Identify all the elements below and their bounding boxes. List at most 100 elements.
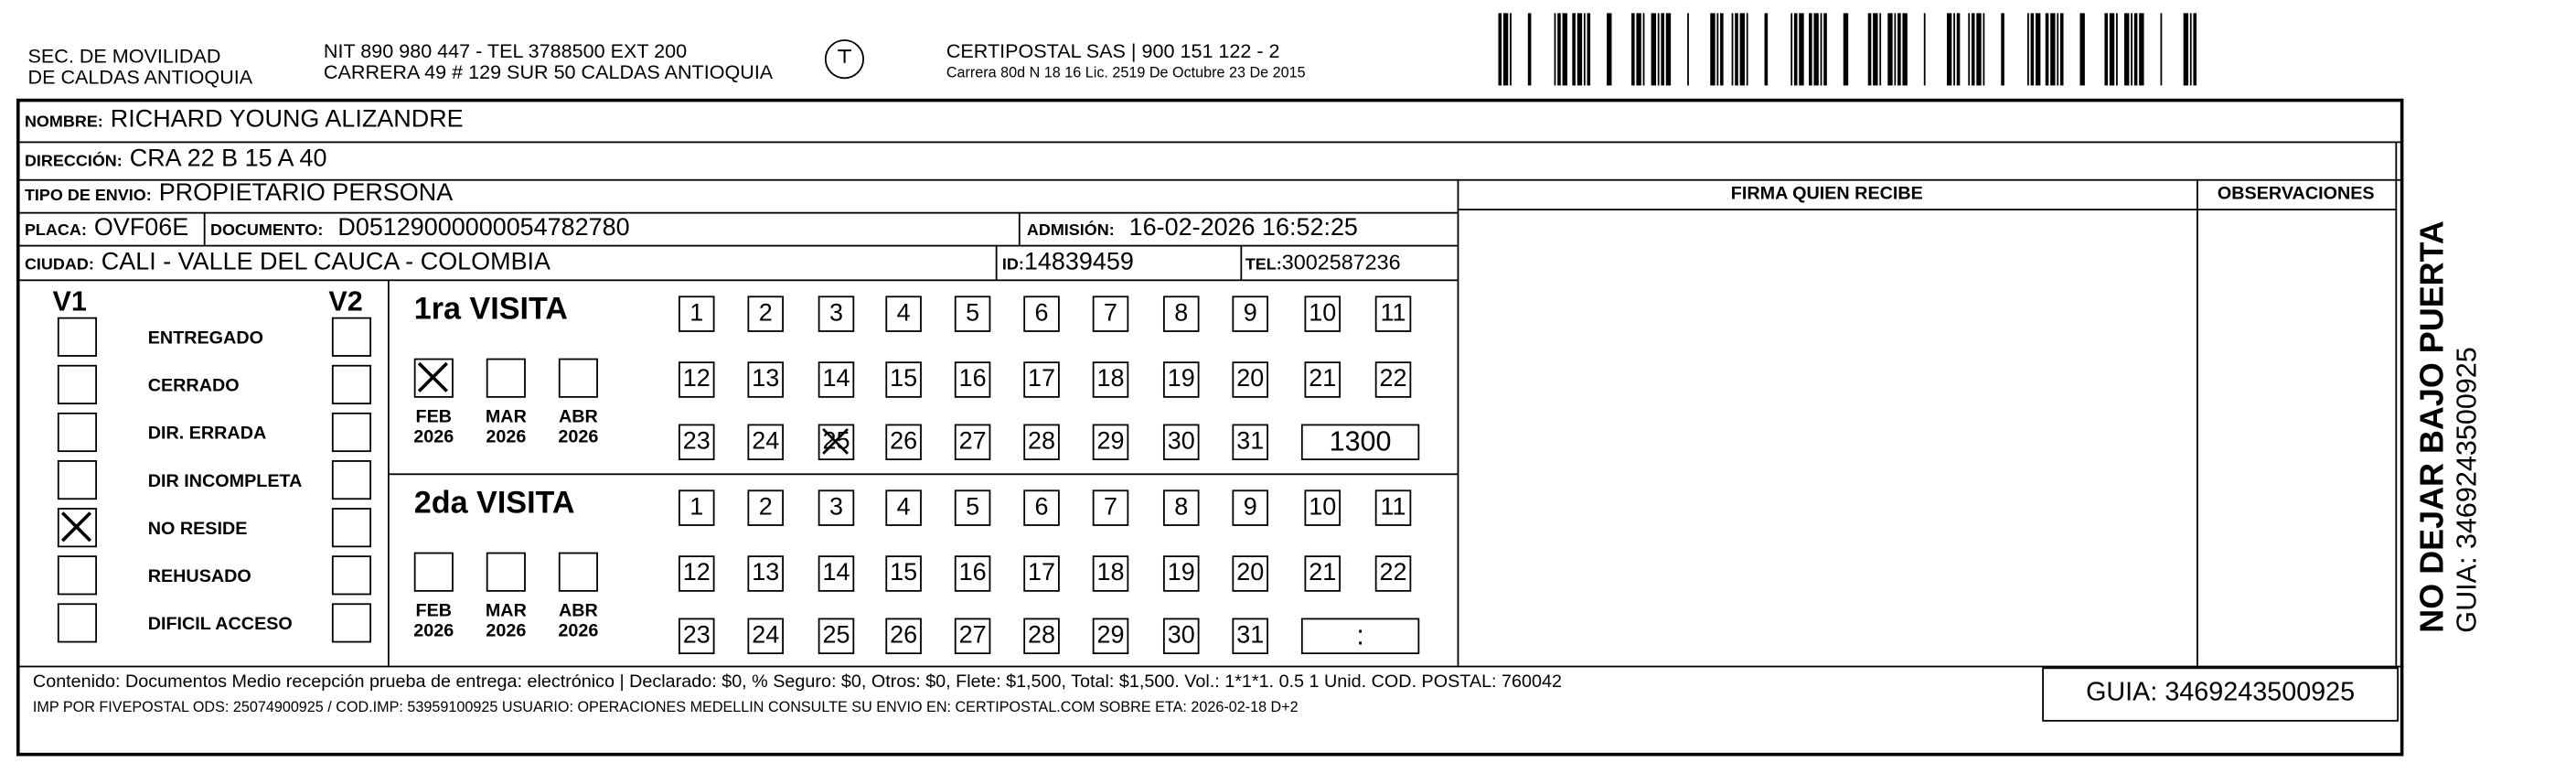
license-line: Carrera 80d N 18 16 Lic. 2519 De Octubre… (946, 64, 1306, 81)
day-box[interactable]: 20 (1232, 361, 1268, 398)
day-box[interactable]: 3 (818, 489, 855, 526)
day-box[interactable]: 14 (818, 555, 855, 592)
v2-checkbox[interactable] (331, 555, 372, 596)
day-box[interactable]: 26 (885, 424, 922, 461)
time-box[interactable]: : (1300, 618, 1420, 655)
month-checkbox[interactable] (486, 552, 526, 592)
v1-checkbox[interactable] (57, 412, 97, 453)
v2-checkbox[interactable] (331, 412, 372, 453)
day-box[interactable]: 28 (1023, 424, 1060, 461)
day-box[interactable]: 14 (818, 361, 855, 398)
month-checkbox[interactable] (413, 552, 454, 592)
barcode-bar (1657, 13, 1660, 86)
company-info: CERTIPOSTAL SAS | 900 151 122 - 2 Carrera… (946, 40, 1306, 84)
day-box[interactable]: 8 (1162, 296, 1200, 332)
day-box[interactable]: 16 (954, 361, 991, 398)
v2-checkbox[interactable] (331, 364, 372, 404)
day-box[interactable]: 15 (885, 361, 922, 398)
documento-value: D05129000000054782780 (337, 213, 630, 242)
day-box[interactable]: 3 (818, 296, 855, 332)
day-box[interactable]: 5 (954, 296, 991, 332)
v1-checkbox[interactable] (57, 317, 97, 357)
day-box[interactable]: 8 (1162, 489, 1200, 526)
day-box[interactable]: 18 (1092, 361, 1129, 398)
v1-checkbox[interactable] (57, 555, 97, 596)
day-box[interactable]: 1 (678, 296, 715, 332)
day-box[interactable]: 24 (747, 424, 784, 461)
time-box[interactable]: 1300 (1300, 424, 1420, 461)
day-box[interactable]: 29 (1092, 618, 1129, 655)
day-box[interactable]: 23 (678, 424, 715, 461)
day-box[interactable]: 12 (678, 361, 715, 398)
barcode-bar (1498, 13, 1502, 86)
day-box[interactable]: 11 (1374, 296, 1412, 332)
day-box[interactable]: 30 (1162, 424, 1200, 461)
v1-checkbox[interactable] (57, 508, 97, 548)
day-box[interactable]: 18 (1092, 555, 1129, 592)
day-box[interactable]: 27 (954, 618, 991, 655)
v2-checkbox[interactable] (331, 603, 372, 643)
day-box[interactable]: 11 (1374, 489, 1412, 526)
day-box[interactable]: 27 (954, 424, 991, 461)
day-box[interactable]: 13 (747, 555, 784, 592)
day-box[interactable]: 9 (1232, 296, 1268, 332)
day-box[interactable]: 25 (818, 424, 855, 461)
month-checkbox[interactable] (486, 358, 526, 398)
day-box[interactable]: 29 (1092, 424, 1129, 461)
day-box[interactable]: 31 (1232, 424, 1268, 461)
day-number: 5 (966, 492, 980, 521)
day-number: 23 (682, 427, 711, 456)
month-checkbox[interactable] (413, 358, 454, 398)
day-box[interactable]: 9 (1232, 489, 1268, 526)
day-box[interactable]: 31 (1232, 618, 1268, 655)
day-box[interactable]: 12 (678, 555, 715, 592)
day-box[interactable]: 10 (1304, 489, 1341, 526)
day-box[interactable]: 26 (885, 618, 922, 655)
day-box[interactable]: 13 (747, 361, 784, 398)
day-box[interactable]: 2 (747, 489, 784, 526)
day-box[interactable]: 6 (1023, 489, 1060, 526)
tipo-label: TIPO DE ENVIO: (24, 187, 152, 206)
day-box[interactable]: 30 (1162, 618, 1200, 655)
v2-checkbox[interactable] (331, 317, 372, 357)
month-checkbox[interactable] (558, 358, 598, 398)
day-box[interactable]: 4 (885, 296, 922, 332)
v2-checkbox[interactable] (331, 508, 372, 548)
day-box[interactable]: 25 (818, 618, 855, 655)
direccion-value: CRA 22 B 15 A 40 (129, 145, 327, 173)
v1-checkbox[interactable] (57, 460, 97, 500)
day-box[interactable]: 17 (1023, 361, 1060, 398)
day-box[interactable]: 22 (1374, 361, 1412, 398)
nombre-label: NOMBRE: (24, 113, 103, 132)
observations-area[interactable] (2201, 214, 2391, 664)
day-box[interactable]: 22 (1374, 555, 1412, 592)
barcode-bar (2189, 13, 2192, 86)
day-box[interactable]: 4 (885, 489, 922, 526)
day-box[interactable]: 1 (678, 489, 715, 526)
day-box[interactable]: 20 (1232, 555, 1268, 592)
v1-checkbox[interactable] (57, 603, 97, 643)
month-name: MAR (485, 601, 527, 622)
day-box[interactable]: 17 (1023, 555, 1060, 592)
day-box[interactable]: 2 (747, 296, 784, 332)
day-box[interactable]: 10 (1304, 296, 1341, 332)
day-box[interactable]: 19 (1162, 361, 1200, 398)
day-box[interactable]: 6 (1023, 296, 1060, 332)
v2-checkbox[interactable] (331, 460, 372, 500)
day-box[interactable]: 5 (954, 489, 991, 526)
day-box[interactable]: 7 (1092, 296, 1129, 332)
barcode-bar (1562, 13, 1567, 86)
day-box[interactable]: 24 (747, 618, 784, 655)
day-box[interactable]: 19 (1162, 555, 1200, 592)
day-box[interactable]: 23 (678, 618, 715, 655)
day-box[interactable]: 7 (1092, 489, 1129, 526)
v1-checkbox[interactable] (57, 364, 97, 404)
day-box[interactable]: 21 (1304, 555, 1341, 592)
day-box[interactable]: 15 (885, 555, 922, 592)
month-checkbox[interactable] (558, 552, 598, 592)
signature-area[interactable] (1462, 214, 2195, 664)
day-box[interactable]: 16 (954, 555, 991, 592)
day-box[interactable]: 28 (1023, 618, 1060, 655)
day-box[interactable]: 21 (1304, 361, 1341, 398)
month-year: 2026 (558, 427, 599, 447)
